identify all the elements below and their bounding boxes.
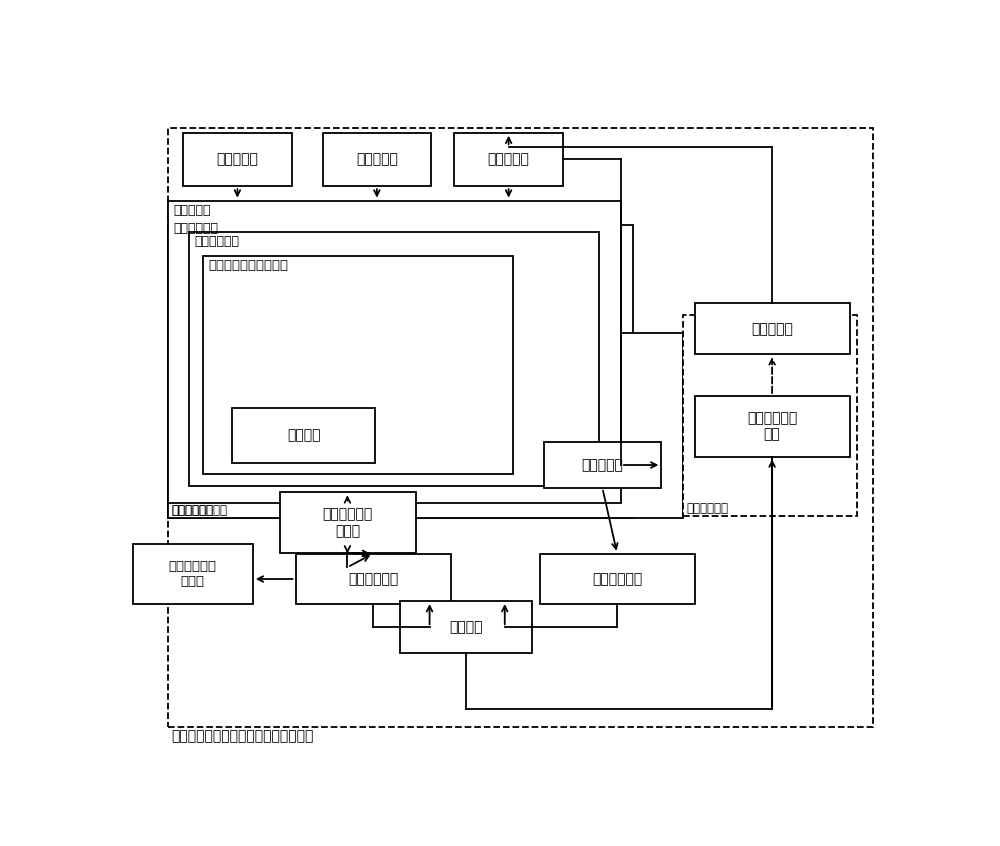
Text: 更新碳通量: 更新碳通量 <box>751 321 793 336</box>
Text: 二氧化碳浓度
观测值: 二氧化碳浓度 观测值 <box>169 560 217 588</box>
Text: 单步时间积分: 单步时间积分 <box>194 235 239 248</box>
Text: 碳通量先验: 碳通量先验 <box>581 458 623 472</box>
FancyBboxPatch shape <box>400 602 532 653</box>
Text: 多步时间积分: 多步时间积分 <box>173 222 218 235</box>
Text: 初始观测值: 初始观测值 <box>488 152 530 167</box>
Text: 背景误差函数: 背景误差函数 <box>592 572 642 586</box>
FancyBboxPatch shape <box>232 408 375 463</box>
FancyBboxPatch shape <box>695 396 850 457</box>
FancyBboxPatch shape <box>695 304 850 354</box>
Text: 动力学模块: 动力学模块 <box>173 204 211 217</box>
Text: 偏微分方程右端项构建: 偏微分方程右端项构建 <box>209 259 289 272</box>
Text: 初始观测值: 初始观测值 <box>356 152 398 167</box>
Text: 空间导数: 空间导数 <box>287 428 320 442</box>
FancyBboxPatch shape <box>202 255 512 474</box>
FancyBboxPatch shape <box>296 553 451 604</box>
Text: 自动梯度计算
导数: 自动梯度计算 导数 <box>747 411 797 442</box>
FancyBboxPatch shape <box>133 544 253 604</box>
Text: 损失函数: 损失函数 <box>449 620 483 634</box>
FancyBboxPatch shape <box>323 133 431 186</box>
Text: 碳动力学输运过程: 碳动力学输运过程 <box>172 504 228 517</box>
FancyBboxPatch shape <box>683 315 857 516</box>
FancyBboxPatch shape <box>280 492 416 553</box>
Text: 观测误差函数: 观测误差函数 <box>348 572 398 586</box>
FancyBboxPatch shape <box>540 553 695 604</box>
Text: 大气速度场: 大气速度场 <box>216 152 258 167</box>
Text: 误差计算过程: 误差计算过程 <box>172 504 214 517</box>
FancyBboxPatch shape <box>168 128 873 727</box>
FancyBboxPatch shape <box>183 133 292 186</box>
Text: 自动梯度方法的地表碳通量反演示意图: 自动梯度方法的地表碳通量反演示意图 <box>172 729 314 743</box>
FancyBboxPatch shape <box>189 232 599 486</box>
FancyBboxPatch shape <box>168 332 683 519</box>
Text: 求导更新过程: 求导更新过程 <box>687 503 729 515</box>
Text: 二氧化碳浓度
预测值: 二氧化碳浓度 预测值 <box>323 508 373 538</box>
FancyBboxPatch shape <box>544 442 661 488</box>
FancyBboxPatch shape <box>168 201 621 503</box>
FancyBboxPatch shape <box>168 225 633 519</box>
FancyBboxPatch shape <box>454 133 563 186</box>
